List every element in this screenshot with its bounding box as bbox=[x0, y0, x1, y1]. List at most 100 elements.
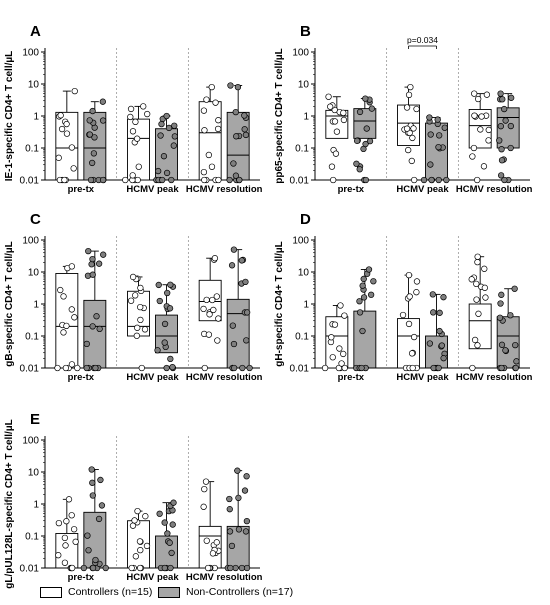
data-point bbox=[170, 142, 177, 149]
data-point bbox=[360, 275, 367, 283]
data-point bbox=[234, 467, 241, 474]
data-point bbox=[502, 117, 509, 124]
data-point bbox=[99, 98, 106, 105]
data-point bbox=[435, 364, 442, 372]
data-point bbox=[480, 163, 488, 170]
data-point bbox=[128, 564, 135, 572]
data-point bbox=[470, 144, 478, 152]
legend-label-controllers: Controllers (n=15) bbox=[68, 586, 153, 598]
data-point bbox=[426, 340, 434, 347]
data-point bbox=[336, 345, 343, 352]
data-point bbox=[435, 143, 442, 151]
data-point bbox=[93, 313, 100, 320]
data-point bbox=[232, 108, 239, 116]
group-label: HCMV peak bbox=[126, 572, 179, 583]
box bbox=[226, 111, 250, 181]
data-point bbox=[54, 364, 61, 372]
data-point bbox=[498, 291, 505, 298]
data-point bbox=[233, 133, 240, 140]
data-point bbox=[92, 364, 99, 372]
data-point bbox=[498, 157, 506, 164]
data-point bbox=[68, 263, 76, 270]
data-point bbox=[440, 355, 447, 362]
data-point bbox=[86, 117, 93, 124]
data-point bbox=[85, 247, 92, 255]
data-point bbox=[161, 339, 168, 346]
data-point bbox=[137, 316, 144, 324]
data-point bbox=[205, 331, 213, 338]
data-point bbox=[436, 327, 443, 335]
data-point bbox=[200, 503, 207, 510]
group-label: HCMV resolution bbox=[456, 184, 533, 195]
data-point bbox=[474, 253, 481, 260]
data-point bbox=[238, 257, 245, 264]
data-point bbox=[243, 518, 251, 525]
data-point bbox=[507, 122, 515, 130]
data-point bbox=[234, 84, 242, 91]
data-point bbox=[474, 258, 481, 266]
group-label: HCMV resolution bbox=[186, 572, 263, 583]
data-point bbox=[340, 109, 347, 117]
data-point bbox=[230, 246, 238, 253]
y-tick-label: 1 bbox=[33, 500, 39, 511]
data-point bbox=[329, 354, 336, 361]
data-point bbox=[203, 537, 210, 544]
y-tick-label: 10 bbox=[28, 268, 40, 279]
data-point bbox=[65, 496, 73, 503]
data-point bbox=[122, 176, 129, 184]
y-tick-label: 10 bbox=[28, 80, 40, 91]
data-point bbox=[406, 293, 413, 300]
data-point bbox=[98, 502, 106, 509]
data-point bbox=[408, 157, 415, 165]
data-point bbox=[360, 294, 368, 301]
box bbox=[83, 299, 107, 369]
data-point bbox=[232, 172, 240, 179]
data-point bbox=[368, 105, 376, 112]
y-tick-label: 0.1 bbox=[295, 332, 309, 343]
data-point bbox=[241, 112, 248, 119]
box bbox=[226, 298, 250, 369]
data-point bbox=[238, 564, 246, 572]
data-point bbox=[499, 96, 506, 103]
data-point bbox=[235, 494, 242, 501]
data-point bbox=[62, 364, 70, 372]
data-point bbox=[363, 125, 370, 132]
data-point bbox=[214, 337, 221, 344]
data-point bbox=[359, 327, 366, 335]
box bbox=[155, 314, 178, 354]
data-point bbox=[243, 473, 250, 480]
group-label: HCMV resolution bbox=[186, 184, 263, 195]
data-point bbox=[246, 364, 253, 372]
data-point bbox=[331, 321, 339, 328]
data-point bbox=[213, 293, 220, 300]
data-point bbox=[170, 499, 177, 506]
data-point bbox=[405, 146, 412, 154]
box bbox=[468, 303, 492, 350]
box bbox=[127, 118, 150, 181]
data-point bbox=[468, 276, 475, 283]
data-point bbox=[136, 564, 144, 572]
y-tick-label: 100 bbox=[22, 436, 39, 447]
data-point bbox=[70, 526, 78, 533]
legend-swatch-noncontrollers bbox=[158, 586, 180, 598]
data-point bbox=[328, 163, 336, 170]
panel-e: E 0.01 0.1 1 10 100 gL/pUL128L-specific CD4+ T… bbox=[4, 411, 263, 589]
data-point bbox=[367, 291, 375, 298]
data-point bbox=[473, 280, 480, 288]
data-point bbox=[469, 153, 476, 160]
data-point bbox=[356, 166, 363, 173]
data-point bbox=[230, 340, 238, 348]
data-point bbox=[201, 127, 208, 134]
data-point bbox=[399, 311, 407, 319]
data-point bbox=[63, 518, 70, 525]
data-point bbox=[243, 337, 250, 344]
data-point bbox=[72, 538, 79, 545]
data-point bbox=[474, 176, 481, 184]
data-point bbox=[164, 289, 171, 297]
data-point bbox=[129, 128, 137, 135]
data-point bbox=[497, 172, 505, 179]
data-point bbox=[413, 105, 420, 113]
data-point bbox=[239, 364, 246, 372]
data-point bbox=[427, 131, 434, 138]
data-point bbox=[340, 350, 347, 358]
